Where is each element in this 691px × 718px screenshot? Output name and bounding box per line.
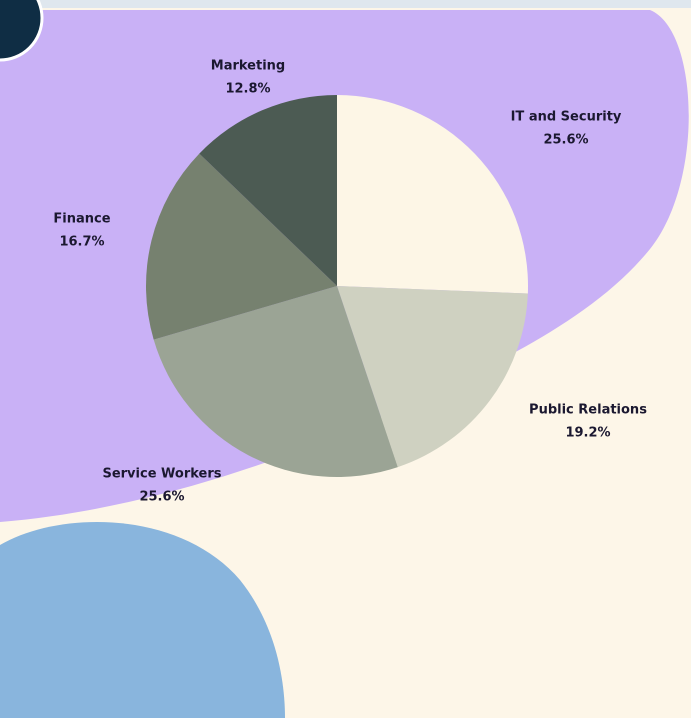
pie-slice [146,153,337,340]
pie [146,95,529,477]
pie-slice [199,95,337,286]
slice-value: 25.6% [543,133,588,148]
slice-value: 25.6% [139,490,184,505]
slice-label: IT and Security [511,110,622,125]
slice-value: 12.8% [225,82,270,97]
pie-slice [153,286,398,477]
slice-label: Marketing [211,59,285,74]
blue-blob [0,522,285,718]
slice-label: Service Workers [102,467,221,482]
corner-badge [0,0,44,62]
pie-slice [337,286,528,468]
top-strip [0,0,691,8]
slice-label: Public Relations [529,403,647,418]
slice-label: Finance [53,212,110,227]
pie-slice [337,95,529,294]
labels: IT and Security 25.6% Public Relations 19.2… [53,59,647,505]
slice-value: 16.7% [59,235,104,250]
slice-value: 19.2% [565,426,610,441]
